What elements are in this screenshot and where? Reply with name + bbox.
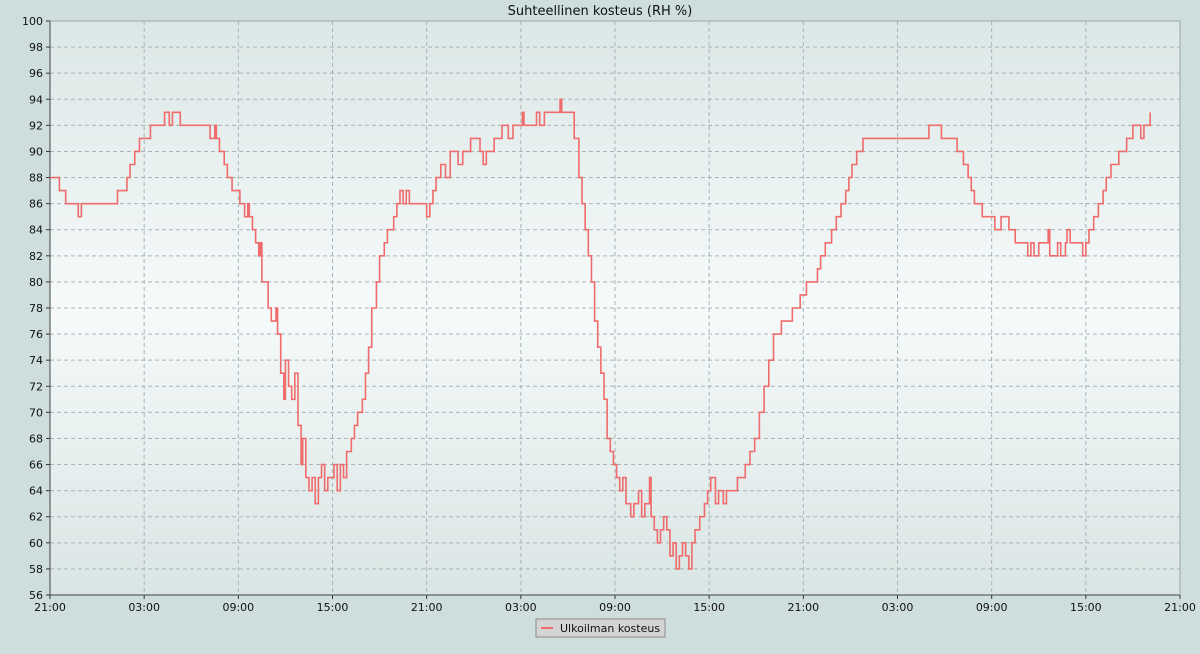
grid-lines: [50, 21, 1180, 595]
x-tick-label: 09:00: [599, 601, 631, 614]
legend-box: [535, 618, 666, 638]
y-tick-label: 56: [29, 589, 43, 602]
y-tick-label: 80: [29, 276, 43, 289]
y-tick-label: 64: [29, 485, 43, 498]
y-tick-label: 86: [29, 198, 43, 211]
axes: 56 58 60 62 64 66 68 70 72 74 76 78 80 82 84 86 88 90 92 94…: [22, 15, 1196, 614]
x-tick-label: 21:00: [34, 601, 66, 614]
legend-label: Ulkoilman kosteus: [560, 622, 660, 635]
x-tick-label: 03:00: [882, 601, 914, 614]
y-tick-label: 88: [29, 172, 43, 185]
y-tick-label: 70: [29, 406, 43, 419]
y-tick-label: 68: [29, 432, 43, 445]
y-tick-label: 66: [29, 459, 43, 472]
y-tick-label: 78: [29, 302, 43, 315]
x-tick-label: 21:00: [411, 601, 443, 614]
y-tick-label: 90: [29, 145, 43, 158]
y-tick-label: 72: [29, 380, 43, 393]
x-tick-label: 21:00: [1164, 601, 1196, 614]
x-tick-label: 09:00: [976, 601, 1008, 614]
y-tick-label: 76: [29, 328, 43, 341]
y-tick-label: 100: [22, 15, 43, 28]
chart-title: Suhteellinen kosteus (RH %): [508, 4, 693, 19]
x-tick-label: 03:00: [505, 601, 537, 614]
legend: Ulkoilman kosteus: [535, 618, 666, 638]
x-tick-label: 15:00: [693, 601, 725, 614]
x-tick-label: 21:00: [787, 601, 819, 614]
y-tick-label: 94: [29, 93, 43, 106]
y-tick-label: 92: [29, 119, 43, 132]
y-tick-label: 74: [29, 354, 43, 367]
series-layer: [50, 98, 1151, 570]
y-tick-label: 58: [29, 563, 43, 576]
y-tick-label: 62: [29, 511, 43, 524]
y-tick-label: 60: [29, 537, 43, 550]
series-line-ulkoilman-kosteus: [50, 98, 1151, 570]
y-tick-label: 82: [29, 250, 43, 263]
x-tick-label: 03:00: [128, 601, 160, 614]
x-tick-label: 09:00: [222, 601, 254, 614]
y-tick-label: 96: [29, 67, 43, 80]
x-tick-label: 15:00: [317, 601, 349, 614]
y-tick-label: 98: [29, 41, 43, 54]
x-tick-label: 15:00: [1070, 601, 1102, 614]
y-tick-label: 84: [29, 224, 43, 237]
